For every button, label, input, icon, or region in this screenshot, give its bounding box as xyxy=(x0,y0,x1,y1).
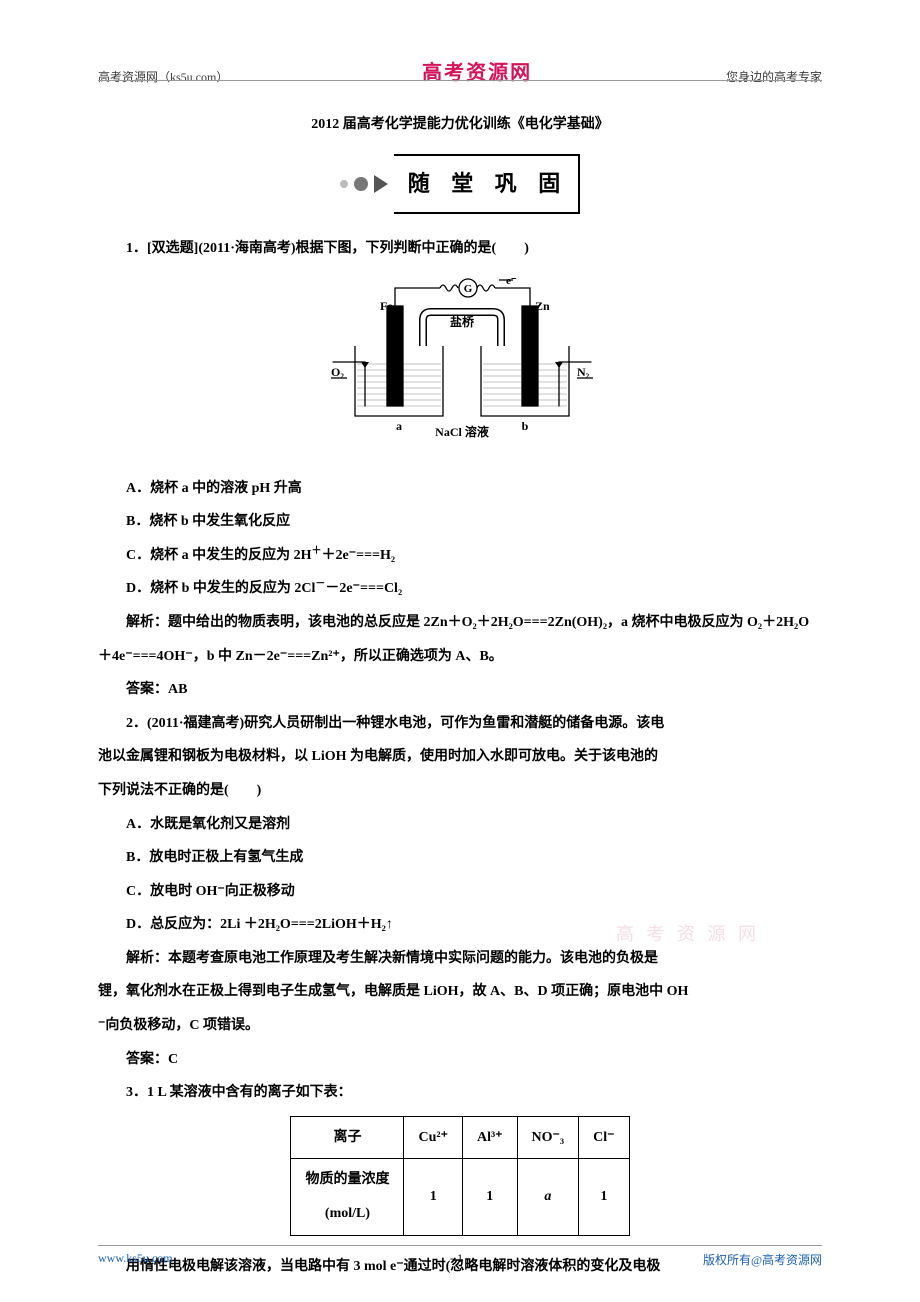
bullet-icon xyxy=(340,180,348,188)
ion-table: 离子 Cu²⁺ Al³⁺ NO⁻₃ Cl⁻ 物质的量浓度(mol/L) 1 1 … xyxy=(290,1116,629,1236)
q1-opt-a: A．烧杯 a 中的溶液 pH 升高 xyxy=(98,472,822,506)
table-header-cell: Al³⁺ xyxy=(462,1116,517,1159)
table-header-cell: 离子 xyxy=(291,1116,404,1159)
table-cell: 物质的量浓度(mol/L) xyxy=(291,1159,404,1235)
page-header: 高考资源网（ks5u.com） 高考资源网 您身边的高考专家 xyxy=(98,56,822,89)
table-header-cell: Cl⁻ xyxy=(579,1116,629,1159)
table-header-cell: NO⁻₃ xyxy=(517,1116,579,1159)
q2-opt-c: C．放电时 OH⁻向正极移动 xyxy=(98,875,822,909)
solution-label: NaCl 溶液 xyxy=(435,424,489,439)
q1-answer: 答案：AB xyxy=(98,673,822,707)
page-title: 2012 届高考化学提能力优化训练《电化学基础》 xyxy=(98,108,822,142)
q1-opt-c: C．烧杯 a 中发生的反应为 2H＋＋2e⁻===H₂ xyxy=(98,539,822,573)
q2-opt-b: B．放电时正极上有氢气生成 xyxy=(98,841,822,875)
q1-diagram: G e⁻ Fe Zn 盐桥 xyxy=(98,276,822,460)
table-row: 离子 Cu²⁺ Al³⁺ NO⁻₃ Cl⁻ xyxy=(291,1116,629,1159)
table-cell: 1 xyxy=(462,1159,517,1235)
beaker-b-label: b xyxy=(522,419,529,433)
section-banner: 随 堂 巩 固 xyxy=(98,154,822,215)
meter-label: G xyxy=(464,283,473,295)
header-left-text: 高考资源网（ks5u.com） xyxy=(98,68,228,85)
page-footer: www.ks5u.com - 1 - 版权所有@高考资源网 xyxy=(98,1251,822,1268)
footer-copyright: 版权所有@高考资源网 xyxy=(703,1251,822,1268)
table-header-cell: Cu²⁺ xyxy=(404,1116,462,1159)
q3-stem: 3．1 L 某溶液中含有的离子如下表： xyxy=(98,1076,822,1110)
q2-stem-3: 下列说法不正确的是( ) xyxy=(98,774,822,808)
q2-answer: 答案：C xyxy=(98,1043,822,1077)
q1-opt-d: D．烧杯 b 中发生的反应为 2Cl－－2e⁻===Cl₂ xyxy=(98,572,822,606)
bullet-icon xyxy=(354,177,368,191)
footer-page-number: - 1 - xyxy=(450,1251,470,1266)
bridge-label: 盐桥 xyxy=(450,314,475,329)
table-row: 物质的量浓度(mol/L) 1 1 a 1 xyxy=(291,1159,629,1235)
table-cell: 1 xyxy=(404,1159,462,1235)
beaker-a-label: a xyxy=(396,419,402,433)
arrow-icon xyxy=(374,175,388,193)
table-cell: a xyxy=(517,1159,579,1235)
q2-opt-d: D．总反应为：2Li ＋2H₂O===2LiOH＋H₂↑ xyxy=(98,908,822,942)
q2-explain-1: 解析：本题考查原电池工作原理及考生解决新情境中实际问题的能力。该电池的负极是 xyxy=(98,942,822,976)
q1-explain: 解析：题中给出的物质表明，该电池的总反应是 2Zn＋O₂＋2H₂O===2Zn(… xyxy=(98,606,822,673)
header-rule xyxy=(98,80,822,81)
q2-stem-2: 池以金属锂和钢板为电极材料，以 LiOH 为电解质，使用时加入水即可放电。关于该… xyxy=(98,740,822,774)
banner-text: 随 堂 巩 固 xyxy=(394,154,581,215)
footer-rule xyxy=(98,1245,822,1246)
q2-explain-2: 锂，氧化剂水在正极上得到电子生成氢气，电解质是 LiOH，故 A、B、D 项正确… xyxy=(98,975,822,1009)
q2-opt-a: A．水既是氧化剂又是溶剂 xyxy=(98,808,822,842)
table-cell: 1 xyxy=(579,1159,629,1235)
o2-label: O₂ xyxy=(331,365,344,379)
q2-explain-3: ⁻向负极移动，C 项错误。 xyxy=(98,1009,822,1043)
document-body: 2012 届高考化学提能力优化训练《电化学基础》 随 堂 巩 固 1．[双选题]… xyxy=(98,108,822,1283)
n2-label: N₂ xyxy=(577,365,590,379)
q1-opt-b: B．烧杯 b 中发生氧化反应 xyxy=(98,505,822,539)
q1-stem: 1．[双选题](2011·海南高考)根据下图，下列判断中正确的是( ) xyxy=(98,232,822,266)
svg-text:e⁻: e⁻ xyxy=(506,276,517,287)
header-right-text: 您身边的高考专家 xyxy=(726,68,822,85)
q2-stem-1: 2．(2011·福建高考)研究人员研制出一种锂水电池，可作为鱼雷和潜艇的储备电源… xyxy=(98,707,822,741)
footer-url: www.ks5u.com xyxy=(98,1251,173,1268)
